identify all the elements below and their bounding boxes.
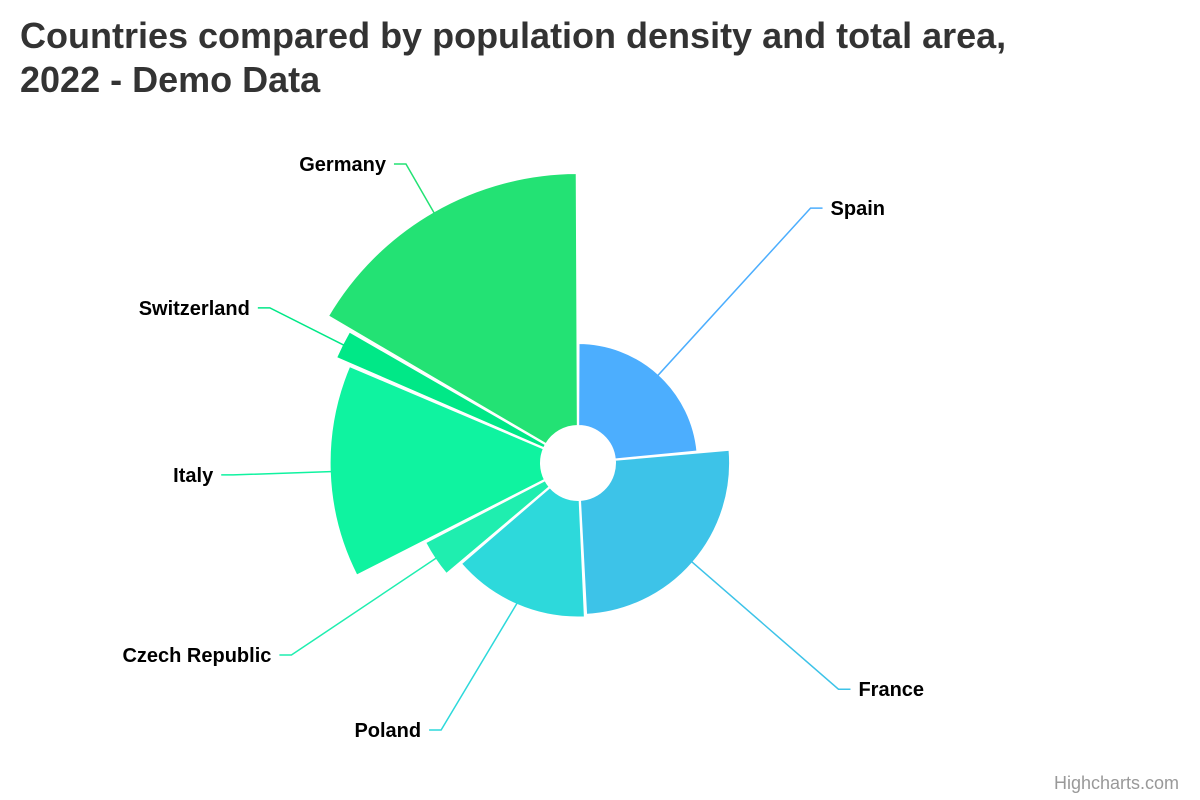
chart-title: Countries compared by population density…: [20, 14, 1140, 102]
label-germany: Germany: [299, 154, 387, 176]
label-switzerland: Switzerland: [139, 298, 250, 320]
chart-title-line-2: 2022 - Demo Data: [20, 59, 321, 100]
credits-link[interactable]: Highcharts.com: [1053, 773, 1179, 793]
label-italy: Italy: [173, 465, 214, 487]
connector-czech-republic: [279, 556, 439, 656]
label-connectors: [221, 163, 851, 731]
chart-title-line-1: Countries compared by population density…: [20, 15, 1007, 56]
slice-france[interactable]: [578, 448, 732, 616]
label-czech-republic: Czech Republic: [122, 645, 271, 667]
connector-spain: [655, 207, 823, 378]
slice-poland[interactable]: [459, 486, 586, 619]
slice-spain[interactable]: [577, 342, 699, 461]
connector-germany: [393, 163, 437, 216]
pie-slices: [326, 172, 732, 619]
slice-italy[interactable]: [328, 364, 547, 577]
slice-germany[interactable]: [326, 172, 579, 446]
label-spain: Spain: [831, 198, 885, 220]
label-france: France: [858, 679, 924, 701]
connector-france: [689, 559, 851, 690]
connector-italy: [221, 470, 334, 476]
connector-switzerland: [257, 307, 347, 347]
label-poland: Poland: [354, 720, 421, 742]
connector-poland: [429, 600, 519, 731]
slice-labels: Spain France Poland Czech Republic Italy Swit…: [122, 154, 924, 742]
